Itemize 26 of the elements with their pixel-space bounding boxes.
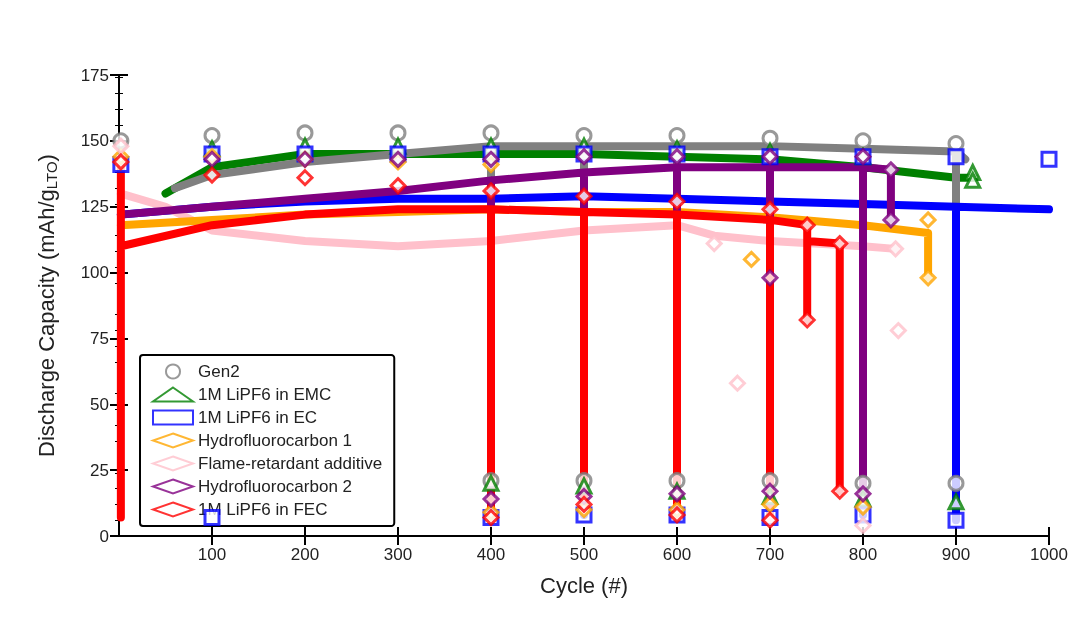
y-tick-label: 75 <box>90 328 109 348</box>
x-tick-label: 800 <box>848 545 878 564</box>
legend-label: Hydrofluorocarbon 2 <box>198 477 353 496</box>
y-tick-label: 50 <box>90 394 109 414</box>
x-axis-title: Cycle (#) <box>539 572 629 598</box>
y-tick-label: 100 <box>80 263 109 283</box>
y-axis-title: Discharge Capacity (mAh/gLTO) <box>34 154 60 457</box>
y-tick-label: 125 <box>80 197 109 217</box>
x-tick-label: 400 <box>476 545 506 564</box>
y-tick-label: 0 <box>99 526 109 546</box>
x-tick-label: 100 <box>197 545 227 564</box>
x-tick-label: 600 <box>662 545 692 564</box>
legend-label: 1M LiPF6 in EC <box>198 408 318 427</box>
x-tick-label: 900 <box>941 545 971 564</box>
y-tick-label: 25 <box>90 460 109 480</box>
x-tick-label: 700 <box>755 545 785 564</box>
x-tick-label: 300 <box>383 545 413 564</box>
x-tick-label: 500 <box>569 545 599 564</box>
legend-label: 1M LiPF6 in EMC <box>198 385 332 404</box>
y-tick-label: 150 <box>80 131 109 151</box>
x-tick-label: 1000 <box>1030 545 1068 564</box>
legend-label: Flame-retardant additive <box>198 454 383 473</box>
y-tick-label: 175 <box>80 65 109 85</box>
legend-label: Hydrofluorocarbon 1 <box>198 431 353 450</box>
legend-label: Gen2 <box>198 362 240 381</box>
x-tick-label: 200 <box>290 545 320 564</box>
